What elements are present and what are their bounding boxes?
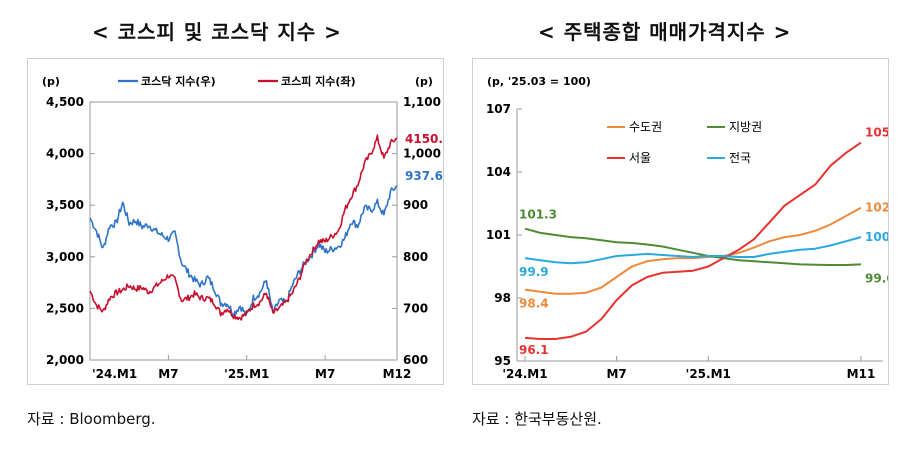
kospi-kosdaq-chart: (p) (p) 코스닥 지수(우) 코스피 지수(좌) 2,000 2,500 3,… bbox=[42, 74, 451, 381]
legend: 수도권 지방권 서울 전국 bbox=[607, 120, 762, 165]
legend-label-kospi: 코스피 지수(좌) bbox=[281, 74, 356, 88]
y-tick-label: 107 bbox=[486, 102, 511, 116]
legend-label-sudogwon: 수도권 bbox=[629, 120, 662, 134]
series-line-seoul bbox=[524, 141, 862, 340]
right-axis-unit: (p) bbox=[415, 75, 433, 88]
right-y-tick-label: 700 bbox=[403, 301, 428, 315]
x-tick-label: M12 bbox=[383, 367, 412, 381]
sudogwon-first-value-label: 98.4 bbox=[519, 297, 549, 311]
housing-price-panel: (p, '25.03 = 100) 수도권 지방권 서울 전국 95 98 101 1… bbox=[472, 58, 903, 385]
x-tick-label: M7 bbox=[315, 367, 335, 381]
series-line-kospi bbox=[89, 134, 398, 321]
x-tick-label: M11 bbox=[847, 367, 876, 381]
left-y-tick-label: 2,500 bbox=[46, 301, 84, 315]
kosdaq-last-value-label: 937.6 bbox=[405, 169, 443, 183]
right-y-tick-label: 1,000 bbox=[403, 147, 441, 161]
seoul-last-value-label: 105.4 bbox=[865, 126, 888, 140]
unit-label: (p, '25.03 = 100) bbox=[487, 75, 591, 88]
jibang-first-value-label: 101.3 bbox=[519, 208, 557, 222]
y-tick-label: 104 bbox=[486, 165, 511, 179]
legend-label-jibang: 지방권 bbox=[729, 120, 762, 134]
national-first-value-label: 99.9 bbox=[519, 265, 549, 279]
series-line-sudogwon bbox=[524, 206, 862, 295]
legend-label-national: 전국 bbox=[729, 151, 751, 165]
left-y-tick-label: 4,500 bbox=[46, 95, 84, 109]
left-y-tick-label: 3,500 bbox=[46, 198, 84, 212]
kospi-last-value-label: 4150.0 bbox=[405, 132, 443, 146]
right-y-tick-label: 600 bbox=[403, 353, 428, 367]
seoul-first-value-label: 96.1 bbox=[519, 343, 549, 357]
right-y-tick-label: 800 bbox=[403, 250, 428, 264]
left-chart-source: 자료 : Bloomberg. bbox=[27, 410, 156, 428]
left-chart-title: < 코스피 및 코스닥 지수 > bbox=[92, 20, 342, 44]
right-chart-title: < 주택종합 매매가격지수 > bbox=[538, 20, 792, 44]
housing-price-chart: (p, '25.03 = 100) 수도권 지방권 서울 전국 95 98 101 1… bbox=[486, 75, 903, 381]
kospi-kosdaq-panel: (p) (p) 코스닥 지수(우) 코스피 지수(좌) 2,000 2,500 3,… bbox=[27, 58, 451, 385]
x-tick-label: '25.M1 bbox=[686, 367, 731, 381]
y-tick-label: 98 bbox=[494, 291, 511, 305]
left-axis-unit: (p) bbox=[42, 75, 60, 88]
plot-area-frame bbox=[89, 101, 398, 361]
sudogwon-last-value-label: 102.3 bbox=[865, 201, 888, 215]
legend-label-kosdaq: 코스닥 지수(우) bbox=[141, 74, 216, 88]
series-line-national bbox=[524, 236, 862, 265]
x-tick-label: M7 bbox=[158, 367, 178, 381]
right-y-tick-label: 900 bbox=[403, 198, 428, 212]
right-y-tick-label: 1,100 bbox=[403, 95, 441, 109]
y-tick-label: 95 bbox=[494, 354, 511, 368]
x-tick-label: '24.M1 bbox=[502, 367, 547, 381]
series-line-jibang bbox=[524, 227, 862, 266]
left-y-tick-label: 2,000 bbox=[46, 353, 84, 367]
x-tick-label: M7 bbox=[606, 367, 626, 381]
jibang-last-value-label: 99.6 bbox=[865, 271, 888, 285]
right-chart-source: 자료 : 한국부동산원. bbox=[472, 410, 602, 428]
left-y-tick-label: 3,000 bbox=[46, 250, 84, 264]
legend-label-seoul: 서울 bbox=[629, 151, 651, 165]
y-tick-label: 101 bbox=[486, 228, 511, 242]
left-y-tick-label: 4,000 bbox=[46, 147, 84, 161]
series-line-kosdaq bbox=[89, 185, 398, 319]
x-tick-label: '24.M1 bbox=[92, 367, 137, 381]
x-tick-label: '25.M1 bbox=[224, 367, 269, 381]
national-last-value-label: 100.9 bbox=[865, 230, 888, 244]
legend: 코스닥 지수(우) 코스피 지수(좌) bbox=[118, 74, 356, 88]
